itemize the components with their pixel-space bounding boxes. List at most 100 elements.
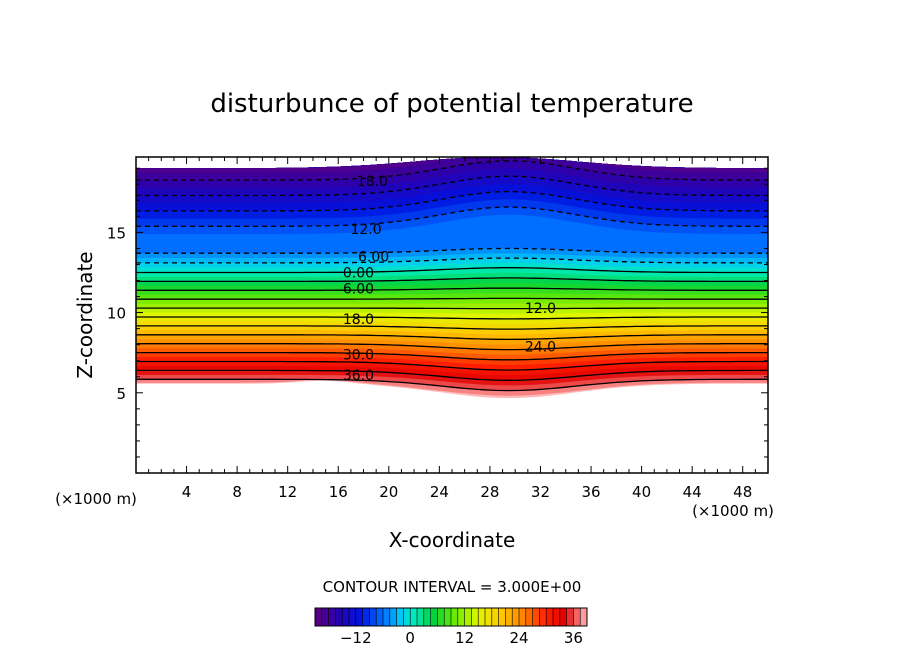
colorbar-segment	[403, 608, 411, 626]
colorbar-segment	[464, 608, 472, 626]
plot-area: 18.0 12.0 6.000.006.00 12.0 18.0 24.0 30.0 36.0…	[107, 156, 769, 501]
colorbar-segment	[342, 608, 350, 626]
colorbar-segment	[315, 608, 323, 626]
colorbar-segment	[519, 608, 527, 626]
contour-label: 6.00	[343, 282, 374, 298]
contour-line	[136, 277, 768, 283]
colorbar-segment	[423, 608, 431, 626]
colorbar-segment	[566, 608, 574, 626]
x-tick-label: 48	[733, 483, 752, 501]
y-axis-label: Z-coordinate	[73, 251, 97, 378]
colorbar-segment	[376, 608, 384, 626]
colorbar-segment	[444, 608, 452, 626]
x-tick-label: 32	[531, 483, 550, 501]
colorbar-segment	[512, 608, 520, 626]
field-bottom-edge	[136, 379, 768, 399]
contour-line	[136, 343, 768, 351]
x-axis-label: X-coordinate	[389, 528, 516, 552]
contour-line	[136, 369, 768, 381]
colorbar-segment	[410, 608, 418, 626]
colorbar-tick-label: −12	[340, 629, 372, 647]
contour-line	[136, 325, 768, 330]
x-tick-label: 8	[232, 483, 242, 501]
colorbar-segment	[328, 608, 336, 626]
colorbar-frame	[314, 607, 588, 627]
x-tick-label: 4	[182, 483, 192, 501]
contour-label: 30.0	[343, 347, 374, 363]
colorbar-segment	[430, 608, 438, 626]
x-tick-label: 16	[329, 483, 348, 501]
x-tick-label: 24	[430, 483, 449, 501]
colorbar-segment	[369, 608, 377, 626]
contour-label: 24.0	[525, 339, 556, 355]
colorbar-segment	[437, 608, 445, 626]
colorbar-tick-label: 12	[455, 629, 474, 647]
colorbar-segment	[389, 608, 397, 626]
colorbar-segment	[546, 608, 554, 626]
contour-line	[136, 160, 768, 181]
colorbar-segment	[559, 608, 567, 626]
x-unit-left: (×1000 m)	[55, 490, 137, 508]
colorbar-segment	[525, 608, 533, 626]
x-tick-label: 36	[581, 483, 600, 501]
colorbar-segment	[505, 608, 513, 626]
contour-line	[136, 206, 768, 227]
colorbar-segment	[417, 608, 425, 626]
colorbar-segment	[532, 608, 540, 626]
contour-line	[136, 247, 768, 254]
contour-label: 36.0	[343, 368, 374, 384]
colorbar-segment	[451, 608, 459, 626]
contour-label: 18.0	[343, 312, 374, 328]
contour-line	[136, 190, 768, 212]
colorbar-segment	[349, 608, 357, 626]
contour-label: 6.00	[358, 249, 389, 265]
colorbar-segment	[355, 608, 363, 626]
colorbar-segment	[471, 608, 479, 626]
contour-label: 0.00	[343, 265, 374, 281]
colorbar-segment	[553, 608, 561, 626]
colorbar-segment	[498, 608, 506, 626]
colorbar-segment	[457, 608, 465, 626]
colorbar-tick-label: 24	[509, 629, 528, 647]
contour-line	[136, 351, 768, 361]
contour-lines	[136, 160, 768, 392]
colorbar-segment	[362, 608, 370, 626]
x-tick-label: 12	[278, 483, 297, 501]
colorbar-segment	[383, 608, 391, 626]
contour-line	[136, 175, 768, 197]
contour-label: 12.0	[350, 222, 381, 238]
contour-line	[136, 257, 768, 264]
chart-title: disturbunce of potential temperature	[210, 89, 693, 119]
contour-line	[136, 378, 768, 392]
contour-label: 18.0	[357, 174, 388, 190]
contour-line	[136, 334, 768, 341]
contour-line	[136, 307, 768, 310]
contour-line	[136, 360, 768, 371]
colorbar-segment	[396, 608, 404, 626]
x-tick-label: 40	[632, 483, 651, 501]
colorbar-segment	[491, 608, 499, 626]
contour-label: 12.0	[525, 301, 556, 317]
y-tick-label: 5	[116, 385, 126, 403]
contour-line	[136, 297, 768, 300]
colorbar-segment	[321, 608, 329, 626]
colorbar-tick-label: 36	[564, 629, 583, 647]
colorbar-tick-label: 0	[405, 629, 415, 647]
contour-band	[136, 157, 768, 173]
y-tick-label: 10	[107, 305, 126, 323]
x-tick-label: 28	[480, 483, 499, 501]
y-tick-label: 15	[107, 224, 126, 242]
colorbar-segment	[539, 608, 547, 626]
contour-line	[136, 287, 768, 291]
contour-labels: 18.0 12.0 6.000.006.00 12.0 18.0 24.0 30.0 36.0	[343, 174, 556, 384]
colorbar-segment	[335, 608, 343, 626]
colorbar-segment	[485, 608, 493, 626]
contour-band	[136, 157, 768, 181]
colorbar: −12 0 12 24 36	[314, 607, 588, 647]
colorbar-segment	[580, 608, 588, 626]
colorbar-segment	[478, 608, 486, 626]
contour-line	[136, 267, 768, 274]
contour-line	[136, 316, 768, 320]
contour-interval-text: CONTOUR INTERVAL = 3.000E+00	[323, 578, 582, 596]
